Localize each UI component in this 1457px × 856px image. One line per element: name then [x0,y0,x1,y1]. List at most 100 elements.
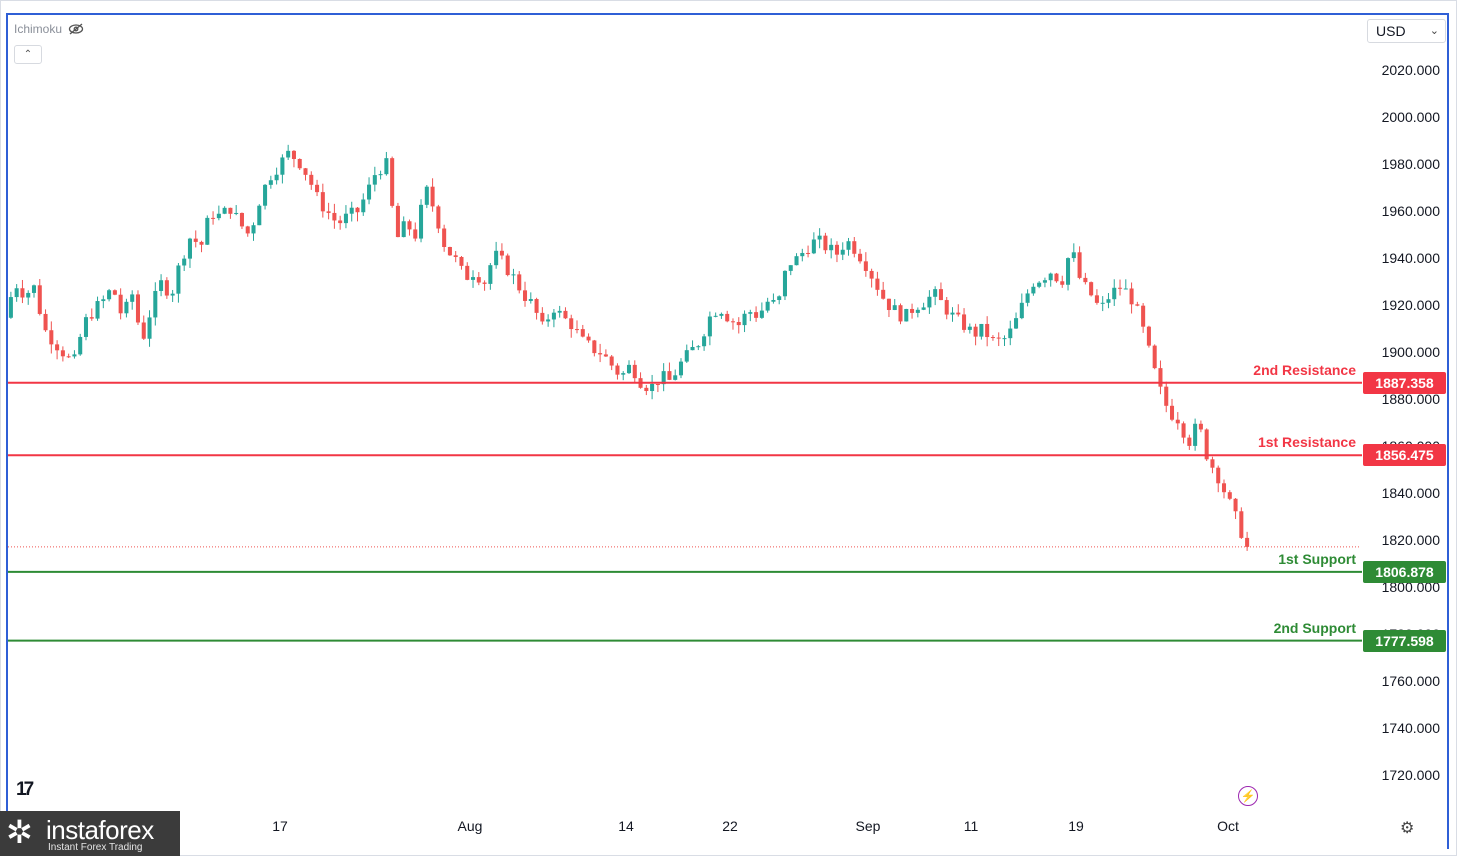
candle [551,309,556,328]
candle [886,298,891,318]
candle [60,346,65,362]
candle [251,222,256,241]
candle [20,279,25,304]
y-tick-label: 1960.000 [1381,203,1440,219]
candle [834,241,839,263]
candle [332,203,337,229]
candle [367,177,372,205]
currency-select[interactable]: USD ⌄ [1367,19,1446,43]
candle [725,310,730,323]
candle [748,309,753,322]
candle [205,215,210,245]
level-name: 1st Resistance [1257,434,1356,451]
level-name: 2nd Resistance [1253,361,1356,378]
candle [482,280,487,291]
candle [1100,296,1105,312]
candle [603,349,608,357]
candle [632,360,637,383]
candle [1245,531,1250,551]
candle [1164,381,1169,413]
x-tick-label: 19 [1068,818,1084,834]
candle [1158,360,1163,395]
candle [892,299,897,311]
chevron-up-icon: ⌃ [23,49,33,60]
candle [153,282,158,326]
candle [742,310,747,333]
brand-logo-icon: ✲ [6,814,33,850]
x-tick-label: 14 [618,818,634,834]
candle [78,333,83,356]
candle [268,175,273,189]
candle [1227,490,1232,501]
candle [546,314,551,327]
candle [199,240,204,253]
candle [609,354,614,371]
y-tick-label: 2020.000 [1381,62,1440,78]
brand-watermark: ✲ instaforex Instant Forex Trading [0,811,180,856]
candle [49,321,54,354]
brand-name: instaforex [46,815,154,845]
candle [1025,289,1030,307]
candle [390,156,395,208]
candle [511,268,516,285]
candle [124,298,129,318]
y-tick-label: 2000.000 [1381,109,1440,125]
candle [135,290,140,325]
candle [424,185,429,209]
candle [586,333,591,343]
candle [967,323,972,334]
candle [713,312,718,318]
candle [811,232,816,255]
candle [598,343,603,363]
candle [291,150,296,168]
candle [673,369,678,381]
candle [655,383,660,393]
candle [1123,279,1128,290]
candle [436,204,441,234]
candle [459,256,464,270]
candle [782,270,787,301]
candle [996,332,1001,347]
candle [869,268,874,288]
candle [1042,277,1047,288]
candle [1118,279,1123,296]
candle [193,230,198,248]
gear-icon[interactable]: ⚙ [1400,820,1415,837]
candle [286,144,291,160]
candle [89,308,94,321]
candle [985,316,990,347]
candle [1169,398,1175,422]
candle [973,323,978,346]
collapse-button[interactable]: ⌃ [14,45,42,64]
candle [719,312,724,319]
levels [8,381,1362,642]
candle [361,193,366,216]
candle [898,303,903,325]
lightning-icon[interactable]: ⚡ [1238,786,1258,806]
eye-crossed-icon[interactable] [68,23,84,35]
candle [771,293,776,304]
candle [37,278,42,316]
candle [754,306,759,322]
candle [1077,246,1082,280]
y-tick-label: 1820.000 [1381,532,1440,548]
y-tick-label: 1980.000 [1381,156,1440,172]
candle [465,262,470,281]
candle [852,236,857,258]
x-tick-label: 11 [963,818,979,834]
candle [234,205,239,216]
candle [31,284,37,298]
candle [170,289,175,302]
candle [147,310,152,347]
candle [1152,344,1157,370]
candle [1198,420,1203,433]
candle [1141,303,1146,333]
candle [176,262,181,303]
candle [702,333,707,351]
indicator-legend[interactable]: Ichimoku [14,22,84,36]
candle [522,281,528,307]
candle [395,202,400,238]
candle [419,199,424,243]
candle [239,212,244,230]
